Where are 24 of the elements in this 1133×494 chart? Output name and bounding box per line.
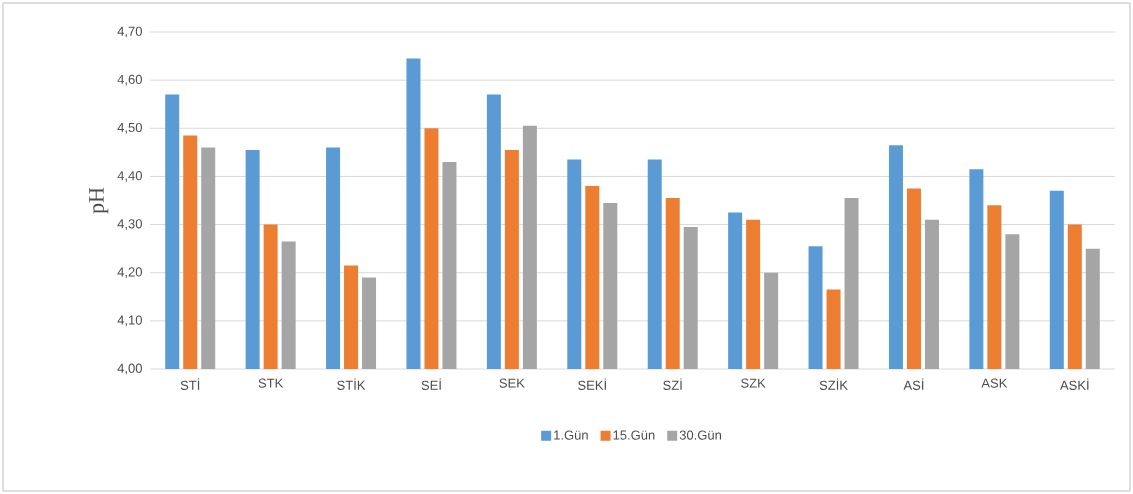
y-tick-label: 4,40 xyxy=(117,171,142,182)
x-tick-label: SZİ xyxy=(663,378,682,390)
x-tick-label: SEKİ xyxy=(578,378,606,390)
x-tick-label: STİ xyxy=(180,378,200,390)
legend-label: 15.Gün xyxy=(613,430,655,440)
x-tick-label: ASK xyxy=(981,378,1008,388)
x-tick-label: SEİ xyxy=(421,378,441,390)
legend-label: 30.Gün xyxy=(679,430,721,440)
y-tick-label: 4,30 xyxy=(117,219,142,230)
y-tick-label: 4,60 xyxy=(117,74,142,86)
y-tick-label: 4,10 xyxy=(117,315,142,327)
x-tick-label: STK xyxy=(258,378,284,388)
y-tick-label: 4,20 xyxy=(117,267,142,279)
legend-label: 1.Gün xyxy=(554,430,588,440)
x-tick-label: STİK xyxy=(337,378,366,390)
x-tick-label: SZİK xyxy=(819,378,848,390)
x-tick-label: SZK xyxy=(741,378,766,388)
x-tick-label: ASKİ xyxy=(1060,378,1089,390)
y-tick-label: 4,70 xyxy=(117,26,142,38)
y-axis-title: pH xyxy=(89,187,109,214)
x-tick-label: ASİ xyxy=(903,378,924,390)
y-tick-label: 4,00 xyxy=(117,363,142,375)
x-tick-label: SEK xyxy=(499,378,525,388)
y-tick-label: 4,50 xyxy=(117,122,142,134)
